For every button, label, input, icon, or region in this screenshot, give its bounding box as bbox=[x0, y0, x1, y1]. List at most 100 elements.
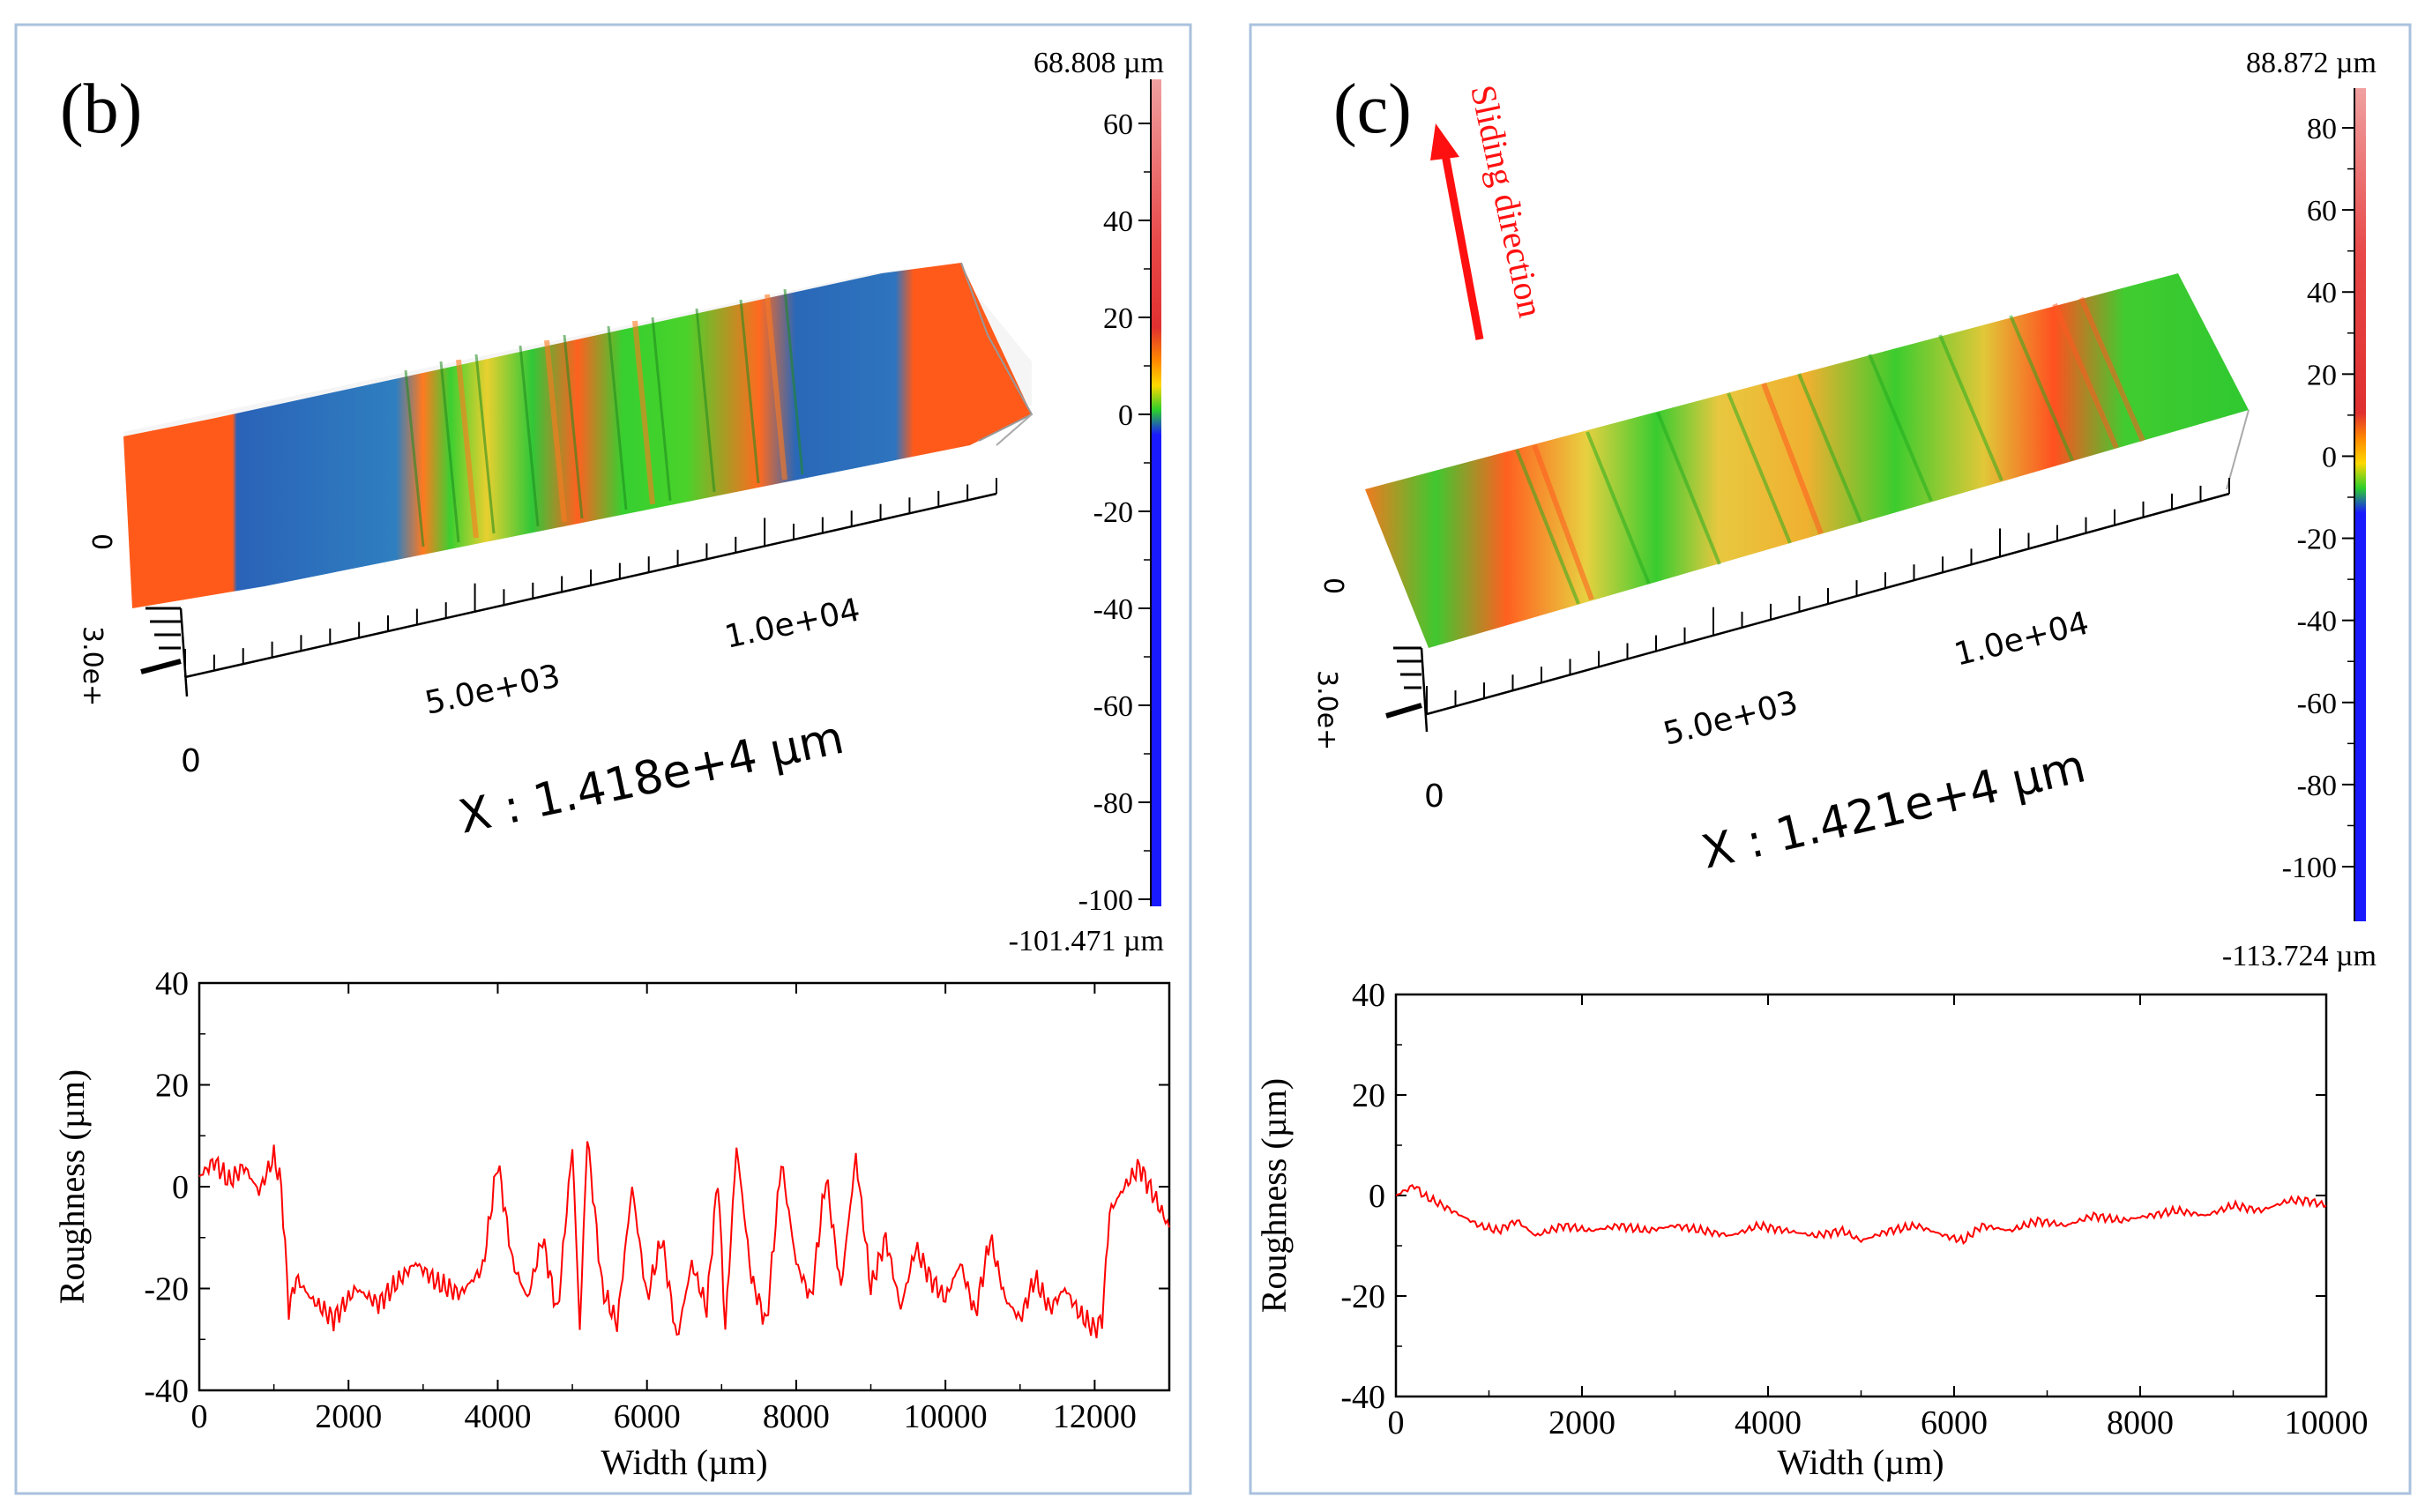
colorbar-tick-label: 40 bbox=[1103, 205, 1133, 238]
x-tick-label: 6000 bbox=[614, 1398, 681, 1435]
colorbar-b-max-label: 68.808 µm bbox=[1033, 47, 1164, 79]
roughness-chart-c-ylabel: Roughness (µm) bbox=[1254, 1078, 1294, 1313]
y-tick-label: 0 bbox=[1369, 1178, 1385, 1215]
roughness-chart-b-xlabel: Width (µm) bbox=[601, 1442, 767, 1482]
y-tick-3d-c-3: 3.0e+ bbox=[1311, 670, 1342, 750]
y-tick-3d-b-3: 3.0e+ bbox=[77, 626, 108, 706]
y-tick-label: -40 bbox=[1340, 1379, 1385, 1416]
colorbar-tick-label: -100 bbox=[2282, 852, 2337, 884]
x-tick-3d-b-0: 0 bbox=[181, 743, 201, 779]
x-tick-label: 4000 bbox=[1735, 1404, 1802, 1441]
surface-3d-b-area bbox=[123, 263, 1032, 608]
sliding-direction-annotation: Sliding direction bbox=[1430, 82, 1551, 340]
y-tick-label: 40 bbox=[1352, 977, 1385, 1014]
panel-b: (b) bbox=[14, 23, 1192, 1495]
surface-3d-b-stripes bbox=[404, 288, 804, 547]
x-axis-3d-b-label: X : 1.418e+4 µm bbox=[454, 711, 848, 845]
x-tick-3d-b-mid: 5.0e+03 bbox=[422, 658, 563, 721]
x-tick-label: 12000 bbox=[1053, 1398, 1137, 1435]
colorbar-tick-label: -60 bbox=[1093, 690, 1133, 723]
colorbar-b-ticks: 60 40 20 0 -20 -40 -60 -80 -100 bbox=[1078, 108, 1151, 917]
colorbar-tick-label: 20 bbox=[1103, 302, 1133, 335]
surface-3d-c-area bbox=[1365, 273, 2249, 648]
y-tick-label: 0 bbox=[172, 1169, 189, 1206]
roughness-chart-c-frame bbox=[1394, 993, 2328, 1398]
x-tick-label: 4000 bbox=[464, 1398, 531, 1435]
colorbar-tick-label: -20 bbox=[2297, 524, 2337, 556]
y-tick-label: -40 bbox=[144, 1373, 189, 1410]
surface-3d-c: 0 3.0e+ 0 5.0e+03 1.0e+04 X : 1.421e+4 µ… bbox=[1311, 273, 2250, 880]
roughness-chart-c-xlabel: Width (µm) bbox=[1777, 1442, 1944, 1482]
roughness-chart-b-x-ticks: 0 2000 4000 6000 8000 10000 12000 bbox=[191, 983, 1137, 1435]
y-tick-3d-c-0: 0 bbox=[1317, 577, 1348, 594]
panel-b-frame bbox=[14, 23, 1192, 1495]
y-tick-label: -20 bbox=[144, 1271, 189, 1308]
colorbar-tick-label: 60 bbox=[2307, 195, 2337, 227]
x-tick-label: 6000 bbox=[1921, 1404, 1988, 1441]
colorbar-c: 88.872 µm 80 60 40 20 0 -20 -40 -60 -80 -100 -113… bbox=[2222, 47, 2376, 972]
surface-3d-b-frame-edge bbox=[996, 413, 1033, 446]
y-tick-label: -20 bbox=[1340, 1278, 1385, 1315]
y-axis-3d-c bbox=[1385, 646, 1429, 733]
roughness-chart-b-series-line bbox=[198, 1141, 1170, 1338]
roughness-chart-b-y-ticks: 40 20 0 -20 -40 bbox=[144, 965, 1169, 1410]
y-tick-label: 40 bbox=[155, 965, 189, 1002]
colorbar-tick-label: 0 bbox=[2322, 441, 2337, 473]
x-tick-label: 8000 bbox=[763, 1398, 830, 1435]
colorbar-tick-label: 0 bbox=[1118, 399, 1133, 432]
roughness-chart-b-frame bbox=[198, 981, 1171, 1392]
roughness-chart-c-x-ticks: 0 2000 4000 6000 8000 10000 bbox=[1388, 994, 2369, 1441]
colorbar-c-max-label: 88.872 µm bbox=[2246, 47, 2376, 79]
surface-3d-b: 0 3.0e+ 0 5.0e+03 1.0e+04 X : 1.418e+4 µ… bbox=[77, 262, 1033, 845]
colorbar-tick-label: -60 bbox=[2297, 688, 2337, 720]
surface-3d-b-edge bbox=[960, 262, 1033, 442]
x-tick-label: 10000 bbox=[904, 1398, 988, 1435]
sliding-direction-arrowhead bbox=[1430, 123, 1459, 160]
panel-c: (c) Sliding direction bbox=[1249, 23, 2412, 1495]
x-axis-3d-c-label: X : 1.421e+4 µm bbox=[1697, 740, 2090, 879]
colorbar-tick-label: -40 bbox=[1093, 593, 1133, 626]
roughness-chart-b-ylabel: Roughness (µm) bbox=[52, 1069, 92, 1304]
colorbar-b: 68.808 µm 60 40 20 0 -20 -40 -60 -80 -100 -101.4… bbox=[1009, 47, 1164, 957]
x-tick-3d-c-mid: 5.0e+03 bbox=[1660, 684, 1802, 752]
y-tick-3d-b-0: 0 bbox=[86, 533, 116, 550]
x-tick-label: 0 bbox=[1388, 1404, 1405, 1441]
y-tick-label: 20 bbox=[1352, 1077, 1385, 1114]
colorbar-tick-label: -80 bbox=[1093, 787, 1133, 820]
surface-3d-c-stripes bbox=[1515, 315, 2074, 605]
x-tick-label: 2000 bbox=[1548, 1404, 1615, 1441]
x-tick-3d-b-far: 1.0e+04 bbox=[721, 592, 863, 655]
y-axis-3d-b bbox=[140, 607, 189, 697]
sliding-direction-label: Sliding direction bbox=[1463, 82, 1551, 321]
y-tick-label: 20 bbox=[155, 1068, 189, 1105]
colorbar-c-ticks: 80 60 40 20 0 -20 -40 -60 -80 -100 bbox=[2282, 113, 2354, 884]
panel-b-label: (b) bbox=[60, 71, 142, 148]
colorbar-b-min-label: -101.471 µm bbox=[1009, 925, 1164, 957]
x-axis-3d-c-ticks bbox=[1426, 478, 2230, 714]
panel-c-frame bbox=[1249, 23, 2412, 1495]
colorbar-tick-label: 80 bbox=[2307, 113, 2337, 145]
roughness-chart-c-series-line bbox=[1395, 1184, 2327, 1245]
colorbar-tick-label: -40 bbox=[2297, 606, 2337, 638]
colorbar-tick-label: 60 bbox=[1103, 108, 1133, 141]
colorbar-c-min-label: -113.724 µm bbox=[2222, 940, 2376, 972]
colorbar-tick-label: 20 bbox=[2307, 359, 2337, 391]
colorbar-c-bar bbox=[2354, 88, 2366, 921]
surface-3d-c-grooves bbox=[1532, 296, 2145, 601]
surface-3d-c-frame-edge bbox=[2226, 409, 2250, 490]
sliding-direction-arrow bbox=[1440, 149, 1484, 340]
x-tick-3d-c-0: 0 bbox=[1424, 778, 1444, 815]
x-tick-label: 0 bbox=[191, 1398, 208, 1435]
colorbar-b-bar bbox=[1151, 79, 1161, 906]
colorbar-tick-label: -100 bbox=[1078, 884, 1133, 917]
x-tick-3d-c-far: 1.0e+04 bbox=[1951, 605, 2093, 673]
x-axis-3d-c bbox=[1426, 478, 2230, 716]
colorbar-tick-label: 40 bbox=[2307, 277, 2337, 309]
x-tick-label: 10000 bbox=[2285, 1404, 2369, 1441]
x-axis-3d-b-ticks bbox=[184, 478, 997, 677]
colorbar-tick-label: -20 bbox=[1093, 496, 1133, 529]
x-tick-label: 8000 bbox=[2107, 1404, 2174, 1441]
x-axis-3d-b bbox=[184, 478, 997, 679]
